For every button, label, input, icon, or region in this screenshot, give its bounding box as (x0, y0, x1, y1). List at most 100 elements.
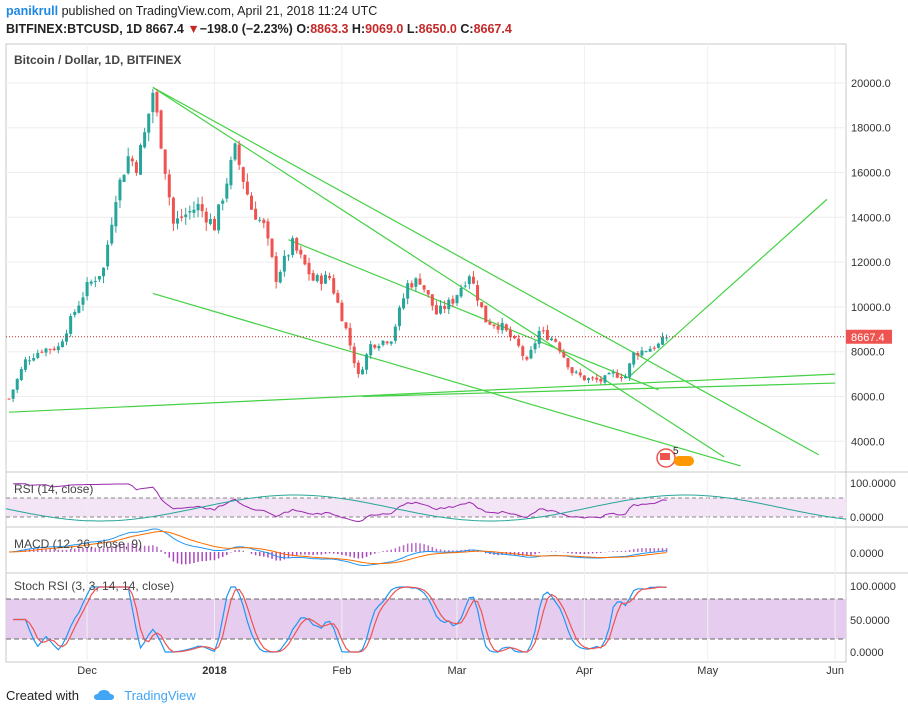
candle-body (221, 200, 225, 204)
candle-body (89, 281, 93, 284)
candle-body (607, 373, 611, 375)
candle-body (402, 298, 406, 309)
candle-body (377, 346, 381, 349)
candle-body (537, 330, 541, 344)
candle-body (225, 183, 229, 199)
price-axis-label: 6000.0 (851, 392, 885, 404)
candle-body (397, 307, 401, 327)
candle-body (110, 224, 114, 244)
candle-body (513, 336, 517, 339)
macd-axis-0: 0.0000 (850, 548, 884, 560)
candle-body (258, 219, 262, 221)
footer: Created with TradingView (6, 688, 196, 703)
candle-body (434, 305, 438, 315)
candle-body (286, 255, 290, 257)
price-axis-label: 14000.0 (851, 212, 891, 224)
trendline[interactable] (288, 239, 659, 391)
candle-body (213, 218, 216, 231)
candle-body (77, 305, 81, 313)
stoch-axis-100: 100.0000 (850, 581, 896, 593)
candle-body (44, 348, 48, 353)
rsi-band (6, 498, 846, 517)
event-badge[interactable]: 5 (656, 446, 694, 468)
candle-body (328, 275, 332, 279)
candle-body (32, 358, 36, 361)
candle-body (69, 316, 73, 334)
candle-body (307, 262, 311, 275)
candle-body (336, 292, 340, 303)
price-axis-label: 4000.0 (851, 436, 885, 448)
candle-body (492, 324, 496, 326)
price-axis-label: 10000.0 (851, 302, 891, 314)
candle-body (282, 255, 286, 272)
candle-body (241, 167, 245, 182)
candle-body (373, 344, 377, 348)
candle-body (418, 278, 422, 285)
candle-body (23, 359, 27, 370)
candle-body (114, 202, 118, 227)
candle-body (299, 249, 303, 255)
event-count: 5 (673, 446, 679, 457)
price-change: −198.0 (−2.23%) (199, 22, 293, 36)
chart-canvas[interactable]: 20000.0 18000.0 16000.0 14000.0 12000.0 10000… (0, 0, 908, 686)
trendline[interactable] (8, 373, 836, 413)
candle-body (656, 343, 660, 348)
candle-body (196, 203, 200, 211)
candle-body (81, 297, 85, 305)
candle-body (628, 363, 632, 378)
author-name[interactable]: panikrull (6, 4, 59, 18)
candle-body (463, 285, 467, 287)
rsi-axis-0: 0.0000 (850, 512, 884, 524)
down-arrow-icon: ▼ (187, 22, 200, 36)
candle-body (476, 285, 480, 301)
publish-info: panikrull published on TradingView.com, … (6, 4, 377, 18)
rsi-line (13, 483, 667, 523)
candle-body (147, 113, 151, 133)
last-price-tag (846, 329, 892, 344)
candles (7, 88, 669, 403)
candle-body (393, 326, 397, 341)
candle-body (636, 353, 640, 356)
low-value: 8650.0 (418, 22, 457, 36)
candle-body (262, 219, 266, 224)
candle-body (648, 348, 652, 352)
candle-body (517, 338, 521, 346)
candle-body (278, 272, 282, 283)
time-axis-label: 2018 (202, 665, 226, 677)
candle-body (65, 333, 69, 342)
price-axis-label: 16000.0 (851, 168, 891, 180)
candle-body (352, 346, 356, 364)
candle-body (303, 254, 307, 265)
trendline[interactable] (152, 86, 725, 458)
candle-body (582, 375, 586, 381)
chart-frame (5, 43, 847, 663)
symbol-label: BITFINEX:BTCUSD, 1D (6, 22, 143, 36)
trendline[interactable] (362, 382, 836, 398)
candle-body (619, 376, 623, 379)
candle-body (208, 219, 212, 224)
last-price: 8667.4 (145, 22, 184, 36)
candle-body (484, 305, 488, 323)
candle-body (451, 298, 455, 304)
candle-body (385, 341, 389, 344)
candle-body (480, 302, 484, 308)
candle-body (566, 358, 570, 368)
candle-body (587, 378, 591, 380)
rsi-axis-100: 100.0000 (850, 478, 896, 490)
trendline[interactable] (152, 86, 819, 456)
trendline[interactable] (152, 292, 741, 467)
tradingview-link[interactable]: TradingView (124, 688, 196, 703)
candle-body (550, 338, 554, 341)
open-value: 8863.3 (310, 22, 349, 36)
candle-body (369, 344, 373, 356)
candle-body (130, 158, 134, 162)
candle-body (500, 322, 504, 331)
candle-body (315, 275, 319, 282)
stoch-axis-50: 50.0000 (850, 615, 890, 627)
trendline[interactable] (629, 198, 828, 377)
candle-body (632, 352, 636, 365)
candle-body (85, 282, 89, 297)
candle-body (40, 351, 44, 353)
candle-body (126, 156, 130, 174)
candle-body (295, 237, 299, 251)
